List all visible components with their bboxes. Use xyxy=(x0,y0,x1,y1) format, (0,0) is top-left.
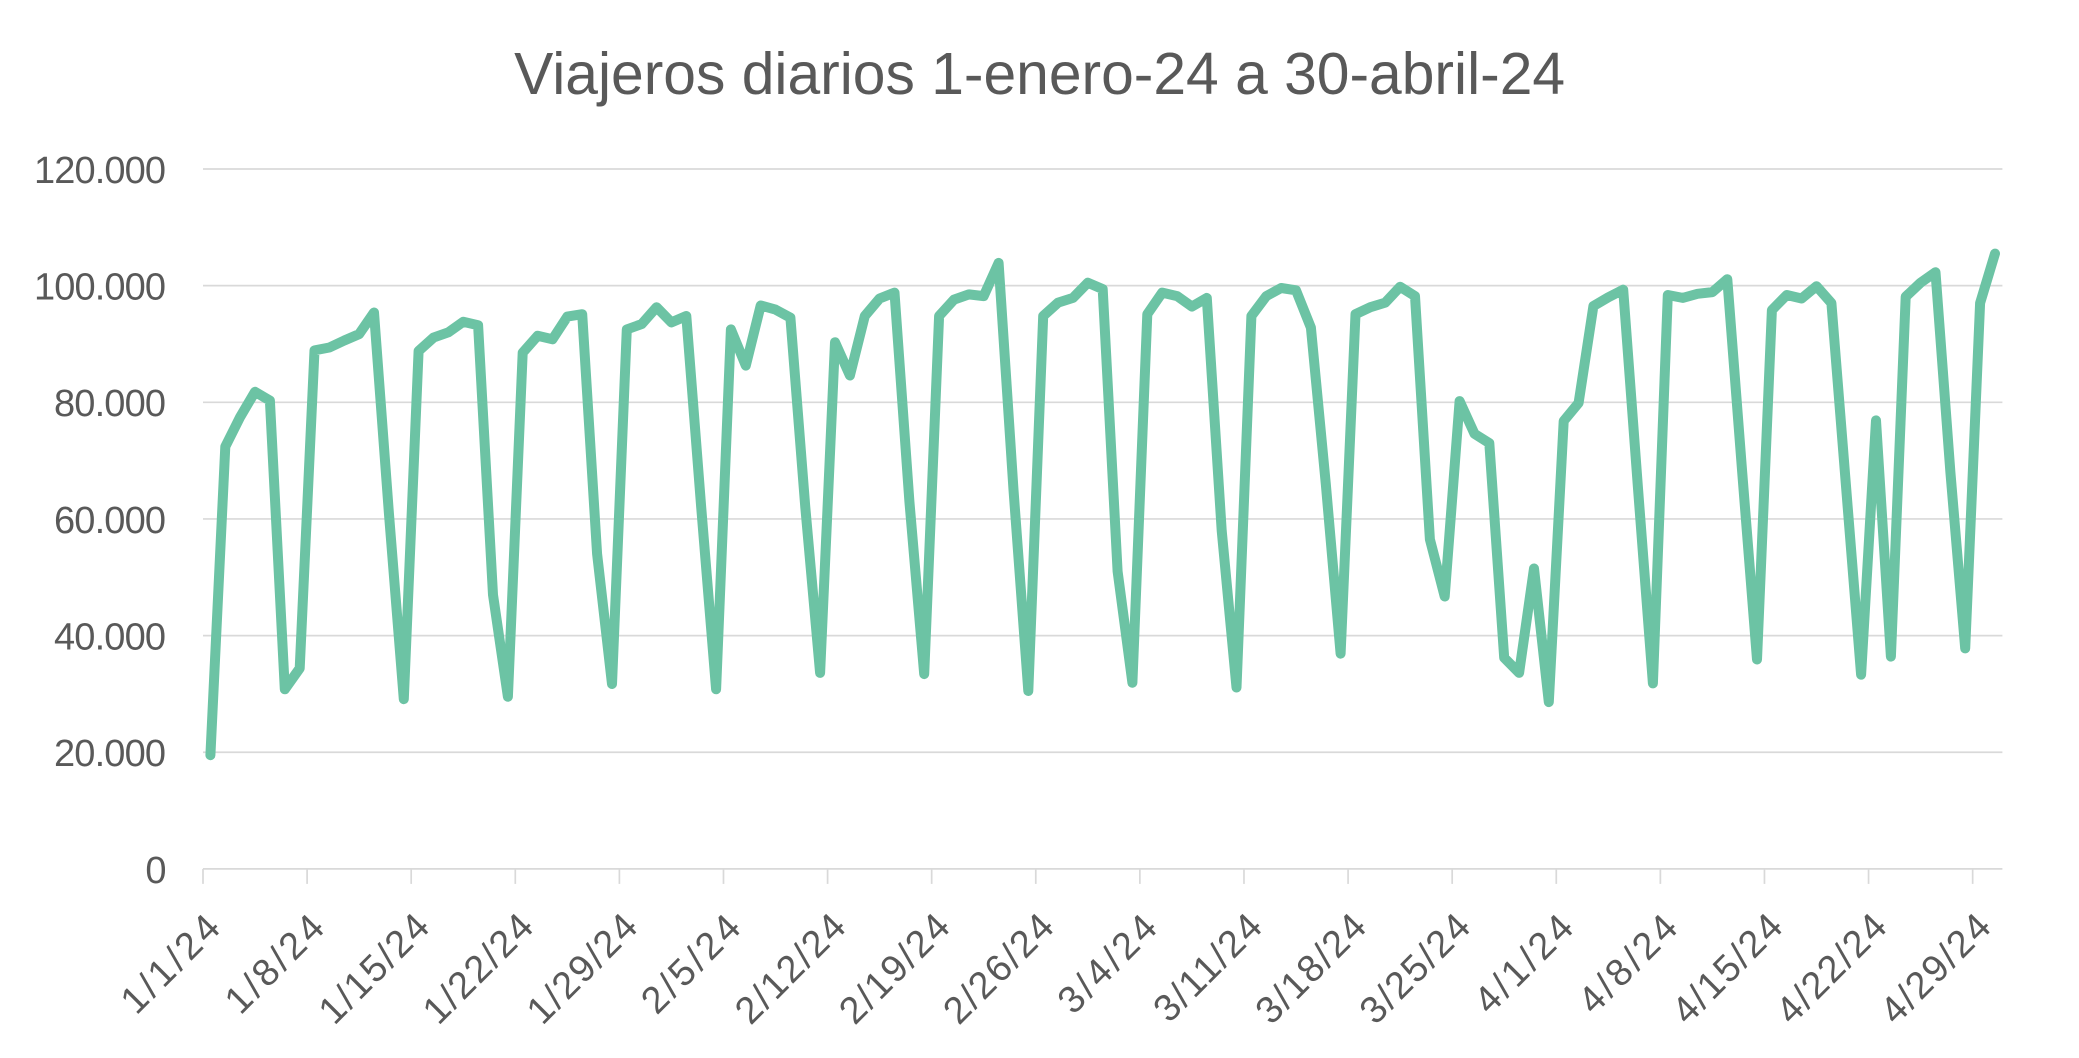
svg-text:4/1/24: 4/1/24 xyxy=(1466,904,1584,1022)
svg-text:3/18/24: 3/18/24 xyxy=(1248,904,1376,1032)
svg-text:80.000: 80.000 xyxy=(54,383,166,425)
svg-text:40.000: 40.000 xyxy=(54,617,166,659)
svg-text:4/22/24: 4/22/24 xyxy=(1768,904,1896,1032)
svg-text:2/12/24: 2/12/24 xyxy=(727,904,855,1032)
svg-text:3/11/24: 3/11/24 xyxy=(1146,904,1272,1030)
svg-text:1/29/24: 1/29/24 xyxy=(519,904,647,1032)
svg-text:1/1/24: 1/1/24 xyxy=(113,904,231,1022)
svg-text:2/26/24: 2/26/24 xyxy=(936,904,1064,1032)
svg-text:3/25/24: 3/25/24 xyxy=(1352,904,1480,1032)
svg-text:20.000: 20.000 xyxy=(54,733,166,775)
svg-text:1/22/24: 1/22/24 xyxy=(415,904,543,1032)
svg-text:100.000: 100.000 xyxy=(34,267,166,309)
svg-text:4/29/24: 4/29/24 xyxy=(1872,904,2000,1032)
svg-text:1/15/24: 1/15/24 xyxy=(311,904,439,1032)
svg-text:60.000: 60.000 xyxy=(54,500,166,542)
svg-text:2/19/24: 2/19/24 xyxy=(831,904,959,1032)
svg-text:120.000: 120.000 xyxy=(34,150,166,192)
svg-text:0: 0 xyxy=(145,850,166,892)
svg-text:Viajeros diarios 1-enero-24 a: Viajeros diarios 1-enero-24 a 30-abril-2… xyxy=(514,41,1565,107)
svg-text:4/15/24: 4/15/24 xyxy=(1664,904,1792,1032)
